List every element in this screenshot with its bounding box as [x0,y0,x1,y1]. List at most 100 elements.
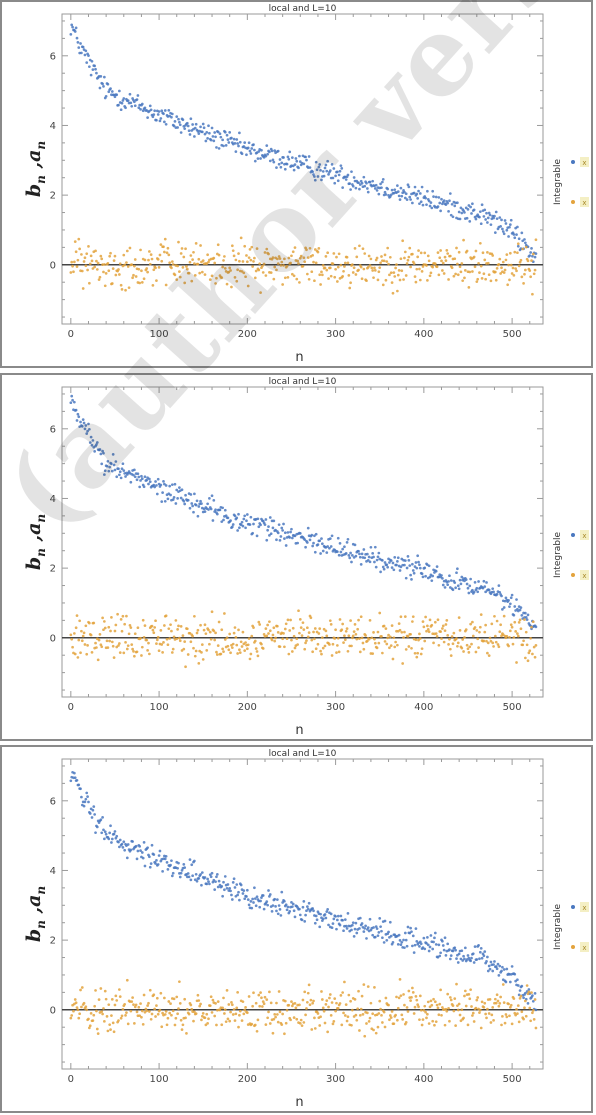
point-a [80,639,84,643]
point-b [223,130,227,134]
point-a [518,618,522,622]
point-b [296,541,299,545]
point-b [454,948,457,952]
point-a [84,1005,88,1009]
point-b [315,918,319,922]
point-b [88,441,92,444]
point-b [519,606,523,609]
point-b [180,869,184,872]
point-b [390,188,394,192]
point-b [152,853,156,856]
point-a [409,999,412,1002]
point-a [385,642,389,646]
point-a [278,257,282,260]
point-b [138,485,142,489]
point-a [227,270,231,274]
point-b [408,195,412,199]
point-a [155,642,158,645]
point-b [504,596,508,600]
point-b [233,886,237,889]
point-b [200,502,203,505]
point-a [148,988,152,992]
point-a [442,272,446,275]
point-b [409,198,412,201]
point-a [133,258,137,261]
point-a [451,1004,455,1007]
point-b [264,518,268,521]
point-a [120,1014,124,1018]
point-a [428,1005,432,1009]
point-b [406,183,410,187]
point-b [351,184,355,188]
point-a [242,271,246,275]
point-a [335,651,338,654]
point-b [115,93,119,97]
point-a [339,994,343,997]
point-a [347,993,351,997]
point-b [487,588,491,592]
point-a [425,264,428,267]
point-a [286,275,290,279]
point-a [480,277,484,280]
point-b [470,212,473,215]
point-b [388,561,391,564]
point-a [83,643,87,646]
point-b [399,186,403,190]
point-b [271,158,275,162]
point-b [266,903,269,907]
point-a [501,983,505,986]
point-a [307,631,311,634]
point-b [208,131,211,135]
point-a [339,263,343,267]
point-b [147,482,150,486]
point-a [456,644,459,648]
point-a [314,647,318,651]
point-a [290,638,293,642]
point-b [162,112,165,116]
point-b [466,954,470,957]
point-a [125,978,129,982]
point-a [276,631,280,634]
point-a [424,615,427,619]
point-a [326,1030,330,1034]
point-b [410,930,413,934]
point-a [251,265,254,268]
point-a [212,256,216,260]
point-b [199,873,202,876]
point-b [200,130,204,134]
point-b [366,190,370,194]
point-a [485,639,488,643]
point-a [205,262,209,265]
point-b [306,907,310,911]
point-b [321,549,325,553]
point-b [290,901,293,904]
point-a [271,256,275,259]
point-b [137,106,141,110]
point-b [188,506,192,510]
point-a [289,1018,292,1022]
point-a [338,618,342,621]
point-b [293,163,297,166]
point-a [405,1006,409,1009]
point-b [140,474,143,478]
point-a [369,257,373,261]
point-b [453,581,457,585]
point-a [494,640,498,644]
point-b [259,523,262,527]
point-b [332,167,336,170]
point-a [320,652,323,656]
point-a [519,994,523,998]
point-b [360,181,364,185]
point-a [508,636,511,639]
point-a [486,250,489,254]
point-a [358,1029,361,1032]
point-b [209,138,213,142]
point-b [88,427,91,431]
legend: Integrable xx [553,902,589,952]
point-a [391,291,395,295]
point-b [425,203,428,207]
point-b [371,933,375,937]
point-b [280,161,284,165]
point-a [448,254,452,258]
point-b [257,525,261,529]
